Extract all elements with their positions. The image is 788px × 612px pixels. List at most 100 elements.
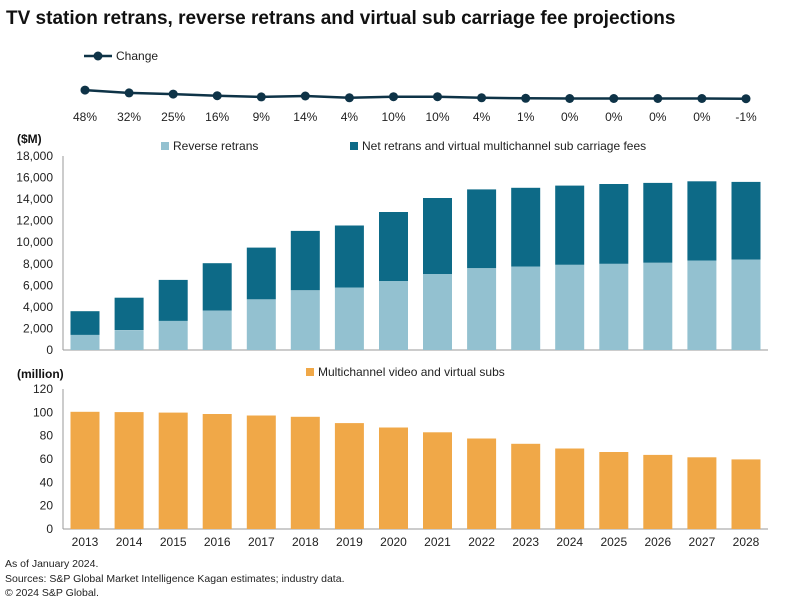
revenue-y-tick-label: 16,000 bbox=[16, 171, 53, 185]
bar-net-retrans-2025 bbox=[599, 184, 629, 264]
subs-y-tick-label: 80 bbox=[40, 429, 54, 443]
change-point-2022 bbox=[477, 93, 487, 103]
subs-y-tick-label: 60 bbox=[40, 452, 54, 466]
bar-reverse-retrans-2024 bbox=[555, 264, 585, 350]
legend-swatch-subs bbox=[306, 368, 314, 376]
legend-label-reverse-retrans: Reverse retrans bbox=[173, 139, 258, 153]
subs-y-axis-label: (million) bbox=[17, 367, 64, 381]
revenue-y-tick-label: 10,000 bbox=[16, 235, 53, 249]
bar-subs-2022 bbox=[467, 438, 497, 529]
bar-net-retrans-2016 bbox=[202, 263, 232, 311]
revenue-stacked-bar-chart: 0 2,000 4,000 6,000 8,000 10,000 12,000 14,000 1… bbox=[16, 149, 768, 357]
bar-reverse-retrans-2017 bbox=[246, 299, 276, 350]
footer-as-of: As of January 2024. bbox=[5, 558, 99, 570]
x-tick-label-2014: 2014 bbox=[116, 535, 143, 549]
subs-y-tick-label: 20 bbox=[40, 499, 54, 513]
subs-y-tick-label: 120 bbox=[33, 382, 53, 396]
bar-reverse-retrans-2021 bbox=[423, 274, 452, 350]
revenue-y-tick-label: 14,000 bbox=[16, 192, 53, 206]
change-data-label-2015: 25% bbox=[161, 110, 185, 124]
x-tick-label-2018: 2018 bbox=[292, 535, 319, 549]
change-point-2028 bbox=[741, 94, 751, 104]
change-point-2020 bbox=[389, 92, 398, 102]
legend-label-net-retrans: Net retrans and virtual multichannel sub… bbox=[362, 139, 646, 153]
legend-swatch-reverse-retrans bbox=[161, 142, 169, 150]
bar-net-retrans-2021 bbox=[423, 198, 452, 274]
bar-subs-2020 bbox=[379, 427, 408, 529]
bar-reverse-retrans-2014 bbox=[114, 330, 144, 350]
x-tick-label-2013: 2013 bbox=[72, 535, 99, 549]
bar-net-retrans-2019 bbox=[334, 225, 364, 288]
bar-reverse-retrans-2022 bbox=[467, 268, 497, 350]
change-data-label-2020: 10% bbox=[381, 110, 405, 124]
x-tick-label-2019: 2019 bbox=[336, 535, 363, 549]
change-data-label-2026: 0% bbox=[649, 110, 667, 124]
bar-net-retrans-2017 bbox=[246, 247, 276, 300]
bar-subs-2016 bbox=[202, 414, 232, 529]
change-point-2025 bbox=[609, 94, 619, 103]
change-data-label-2014: 32% bbox=[117, 110, 141, 124]
bar-reverse-retrans-2027 bbox=[687, 260, 717, 350]
change-series-line bbox=[84, 88, 747, 100]
bar-net-retrans-2015 bbox=[158, 279, 188, 321]
change-data-label-2021: 10% bbox=[425, 110, 449, 124]
change-data-label-2028: -1% bbox=[735, 110, 757, 124]
revenue-y-axis-label: ($M) bbox=[17, 132, 42, 146]
change-data-label-2027: 0% bbox=[693, 110, 711, 124]
revenue-y-tick-label: 2,000 bbox=[23, 321, 53, 335]
change-data-label-2018: 14% bbox=[293, 110, 317, 124]
bar-net-retrans-2024 bbox=[555, 185, 585, 265]
x-tick-label-2027: 2027 bbox=[689, 535, 716, 549]
change-point-2019 bbox=[344, 93, 354, 103]
legend-swatch-net-retrans bbox=[350, 142, 358, 150]
change-data-label-2022: 4% bbox=[473, 110, 491, 124]
bar-subs-2019 bbox=[334, 423, 364, 529]
bar-subs-2015 bbox=[158, 412, 188, 529]
x-tick-label-2025: 2025 bbox=[600, 535, 627, 549]
bar-net-retrans-2022 bbox=[467, 189, 497, 269]
x-tick-label-2016: 2016 bbox=[204, 535, 231, 549]
bar-reverse-retrans-2020 bbox=[379, 281, 408, 350]
subs-y-tick-label: 100 bbox=[33, 405, 53, 419]
change-point-2023 bbox=[521, 93, 531, 103]
footer-copyright: © 2024 S&P Global. bbox=[5, 587, 99, 599]
bar-reverse-retrans-2028 bbox=[731, 259, 761, 350]
change-legend-marker bbox=[93, 51, 103, 61]
x-tick-label-2028: 2028 bbox=[733, 535, 760, 549]
change-point-2027 bbox=[697, 94, 707, 103]
change-data-label-2025: 0% bbox=[605, 110, 623, 124]
change-point-2015 bbox=[168, 89, 178, 99]
subs-bar-chart: 0 20 40 60 80 100 120 2013 2014 2015 2016 2017 2018 2… bbox=[33, 382, 768, 549]
bar-subs-2017 bbox=[246, 415, 276, 529]
change-point-2014 bbox=[124, 88, 134, 98]
change-point-2018 bbox=[300, 91, 310, 101]
bar-reverse-retrans-2026 bbox=[643, 262, 673, 350]
bar-net-retrans-2020 bbox=[379, 212, 408, 281]
bar-subs-2028 bbox=[731, 459, 761, 529]
revenue-y-tick-label: 8,000 bbox=[23, 257, 53, 271]
bar-net-retrans-2027 bbox=[687, 181, 717, 261]
bar-reverse-retrans-2023 bbox=[511, 266, 541, 350]
bar-reverse-retrans-2018 bbox=[290, 290, 320, 350]
bar-net-retrans-2026 bbox=[643, 182, 673, 263]
change-point-2021 bbox=[433, 92, 442, 102]
change-point-2026 bbox=[653, 94, 663, 103]
bar-reverse-retrans-2013 bbox=[70, 334, 100, 350]
x-tick-label-2022: 2022 bbox=[468, 535, 495, 549]
footer-sources: Sources: S&P Global Market Intelligence … bbox=[5, 573, 345, 585]
bar-subs-2013 bbox=[70, 411, 100, 530]
subs-legend: Multichannel video and virtual subs bbox=[306, 365, 505, 379]
chart-canvas: Change 48% 32% 25% 16% 9% 14% 4% 10% 10% 4% 1% 0% 0%… bbox=[16, 49, 768, 549]
bar-reverse-retrans-2019 bbox=[334, 287, 364, 350]
x-tick-label-2017: 2017 bbox=[248, 535, 275, 549]
bar-reverse-retrans-2015 bbox=[158, 320, 188, 350]
change-point-2013 bbox=[80, 85, 90, 95]
subs-y-tick-label: 0 bbox=[46, 522, 53, 536]
revenue-legend: Reverse retrans Net retrans and virtual … bbox=[161, 139, 646, 153]
legend-label-subs: Multichannel video and virtual subs bbox=[318, 365, 505, 379]
x-tick-label-2026: 2026 bbox=[644, 535, 671, 549]
change-point-2024 bbox=[565, 94, 575, 103]
bar-subs-2023 bbox=[511, 443, 541, 529]
bar-subs-2014 bbox=[114, 412, 144, 529]
change-legend-label: Change bbox=[116, 49, 158, 63]
